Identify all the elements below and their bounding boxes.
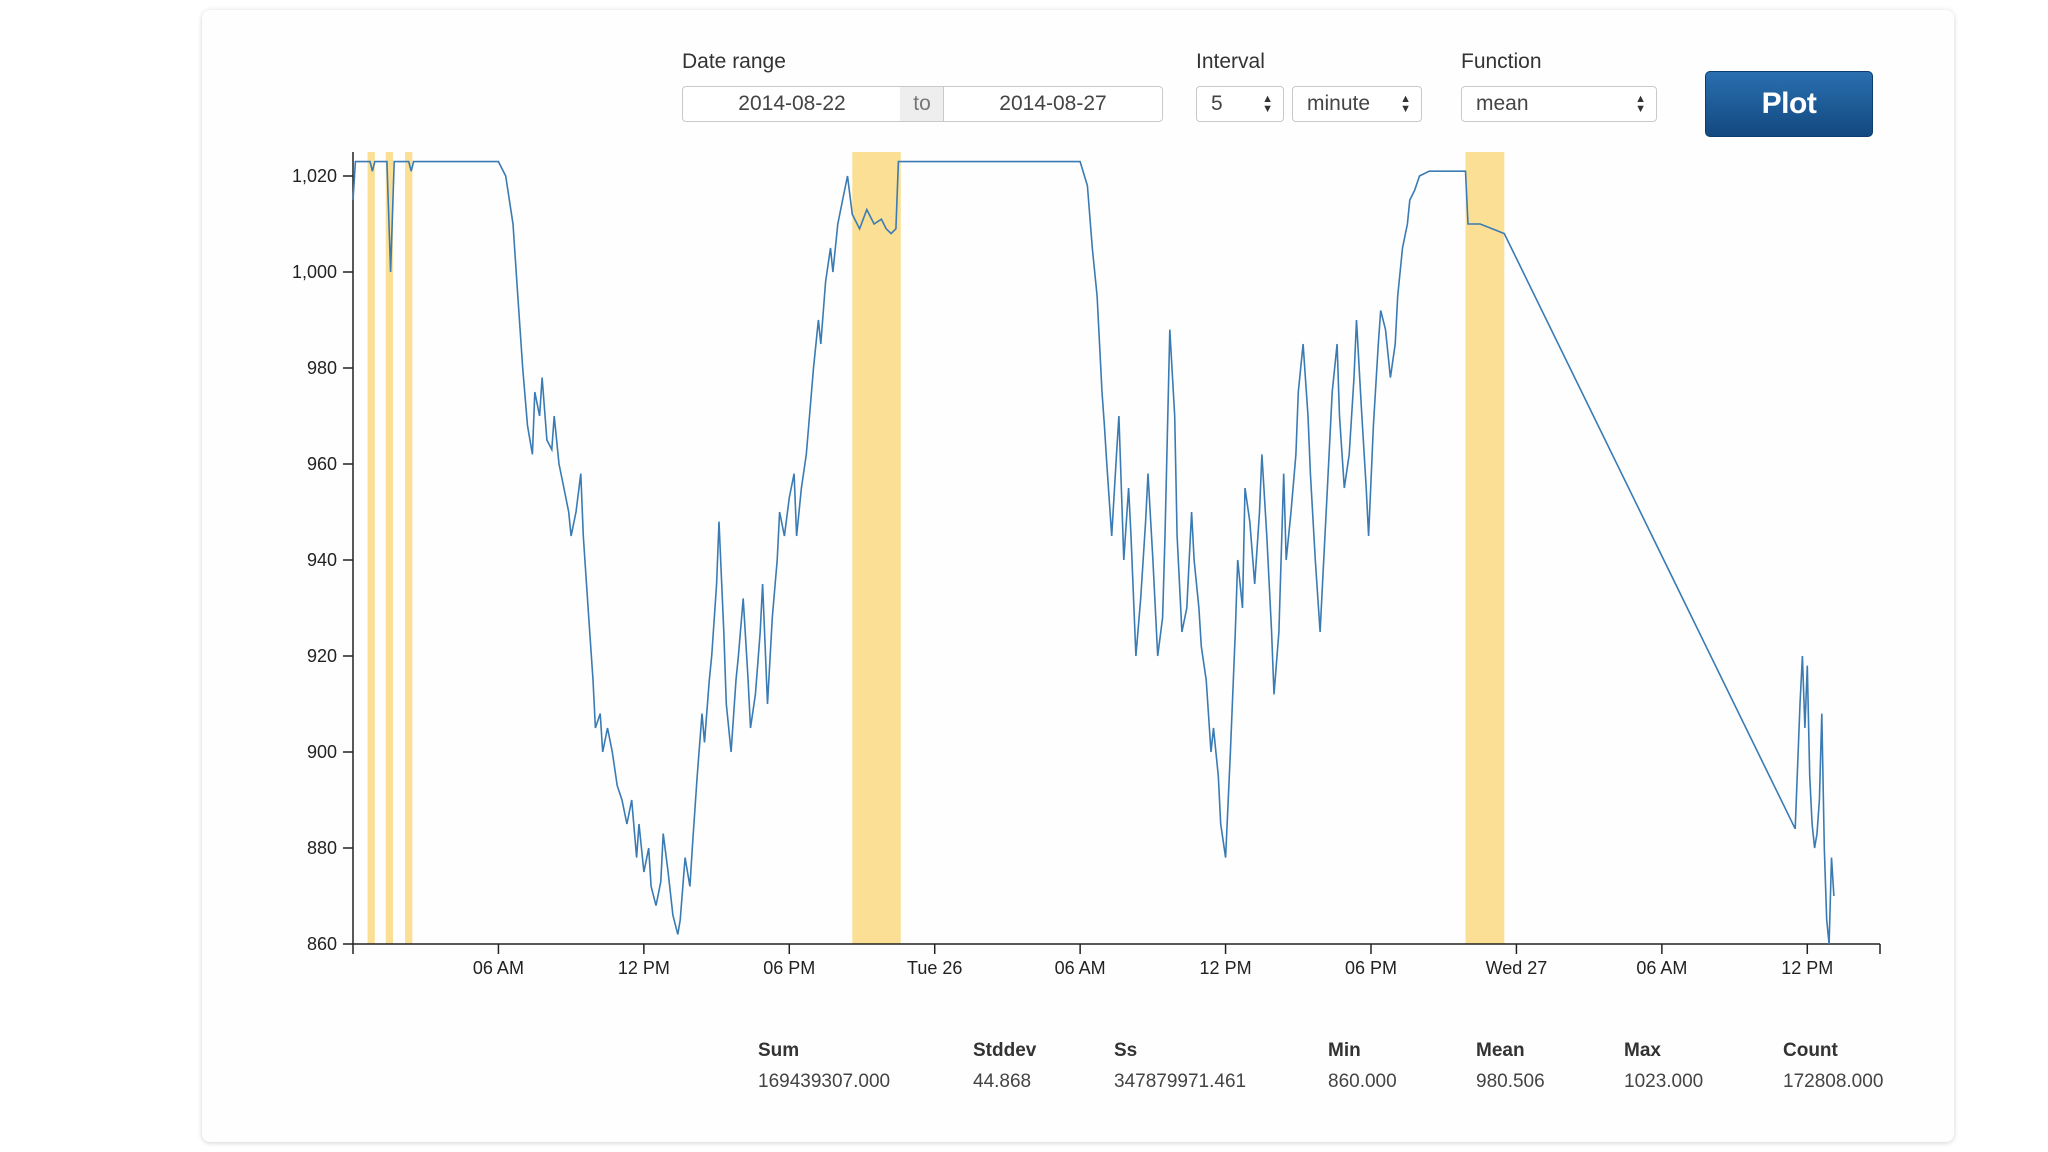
stat-value: 860.000 [1328, 1071, 1397, 1092]
date-from-input[interactable]: 2014-08-22 [682, 86, 902, 122]
stat-label: Ss [1114, 1040, 1138, 1061]
y-tick-label: 980 [307, 358, 337, 378]
date-range-label: Date range [682, 50, 786, 73]
highlight-band [1465, 152, 1505, 944]
stat-label: Max [1624, 1040, 1661, 1061]
interval-unit-select[interactable]: minute ▲ ▼ [1292, 86, 1422, 122]
y-tick-label: 920 [307, 646, 337, 666]
x-tick-label: 12 PM [618, 958, 670, 978]
x-tick-label: 06 AM [1055, 958, 1106, 978]
function-label: Function [1461, 50, 1542, 73]
stat-value: 347879971.461 [1114, 1071, 1247, 1092]
stat-value: 172808.000 [1783, 1071, 1884, 1092]
interval-value-select[interactable]: 5 ▲ ▼ [1196, 86, 1284, 122]
x-tick-label: 06 PM [1345, 958, 1397, 978]
series-line [352, 160, 1835, 945]
stat-label: Stddev [973, 1040, 1037, 1061]
x-tick-label: 06 AM [473, 958, 524, 978]
date-to-addon: to [900, 86, 944, 122]
y-tick-label: 860 [307, 934, 337, 954]
plot-button[interactable]: Plot [1705, 71, 1873, 137]
x-tick-label: 12 PM [1200, 958, 1252, 978]
x-axis: 06 AM 12 PM 06 PM Tue 26 06 AM 12 PM 06 PM Wed … [352, 943, 1881, 978]
stat-value: 980.506 [1476, 1071, 1545, 1092]
y-tick-label: 940 [307, 550, 337, 570]
highlight-band [385, 152, 393, 944]
y-tick-label: 1,020 [292, 166, 337, 186]
highlight-band [852, 152, 901, 944]
stat-label: Mean [1476, 1040, 1525, 1061]
stat-label: Min [1328, 1040, 1361, 1061]
stat-value: 1023.000 [1624, 1071, 1704, 1092]
y-axis: 1,020 1,000 980 960 940 920 900 880 860 [292, 152, 354, 954]
x-tick-label: Tue 26 [907, 958, 962, 978]
interval-label: Interval [1196, 50, 1265, 73]
select-arrows-icon: ▲ ▼ [1635, 93, 1646, 115]
y-tick-label: 900 [307, 742, 337, 762]
highlight-bands [367, 152, 1505, 944]
function-select[interactable]: mean ▲ ▼ [1461, 86, 1657, 122]
highlight-band [367, 152, 375, 944]
x-tick-label: Wed 27 [1486, 958, 1548, 978]
select-arrows-icon: ▲ ▼ [1400, 93, 1411, 115]
stat-label: Sum [758, 1040, 800, 1061]
interval-value-text: 5 [1211, 92, 1223, 115]
stat-value: 169439307.000 [758, 1071, 891, 1092]
stat-value: 44.868 [973, 1071, 1032, 1092]
y-tick-label: 880 [307, 838, 337, 858]
date-to-input[interactable]: 2014-08-27 [943, 86, 1163, 122]
x-tick-label: 12 PM [1781, 958, 1833, 978]
y-tick-label: 960 [307, 454, 337, 474]
interval-unit-text: minute [1307, 92, 1371, 115]
x-tick-label: 06 AM [1636, 958, 1687, 978]
function-value-text: mean [1476, 92, 1529, 115]
stat-label: Count [1783, 1040, 1838, 1061]
x-tick-label: 06 PM [763, 958, 815, 978]
highlight-band [405, 152, 413, 944]
select-arrows-icon: ▲ ▼ [1262, 93, 1273, 115]
y-tick-label: 1,000 [292, 262, 337, 282]
